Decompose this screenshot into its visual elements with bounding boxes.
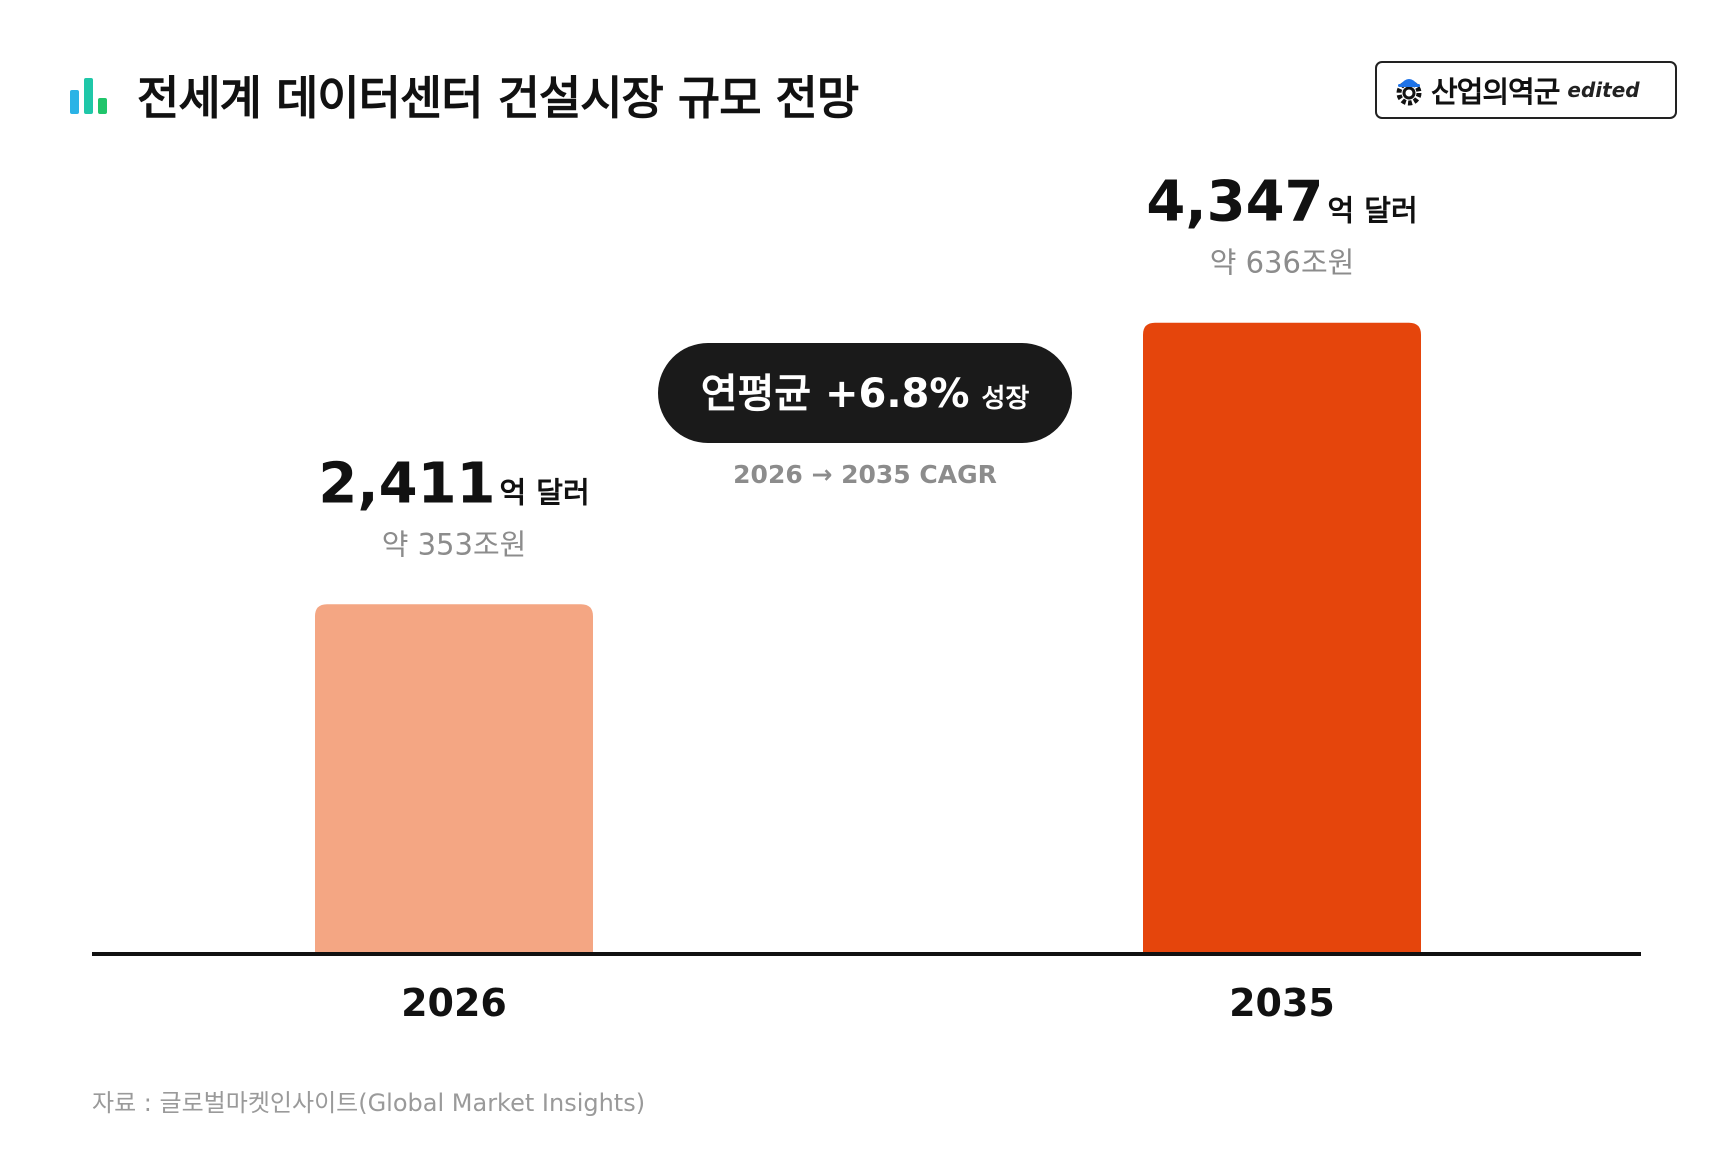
brand-badge: 산업의역군 edited: [1375, 61, 1677, 119]
x-tick-2026: 2026: [401, 981, 507, 1025]
sub-label-2026: 약 353조원: [382, 527, 527, 561]
source-note: 자료 : 글로벌마켓인사이트(Global Market Insights): [92, 1089, 646, 1117]
page-title: 전세계 데이터센터 건설시장 규모 전망: [137, 71, 859, 125]
sub-label-2035: 약 636조원: [1210, 246, 1355, 280]
bar-2035: [1143, 322, 1421, 955]
brand-tag: edited: [1567, 78, 1640, 102]
value-label-2035: 4,347 억 달러: [1146, 170, 1417, 235]
value-label-2026: 2,411 억 달러: [318, 451, 589, 516]
brand-name: 산업의역군: [1431, 75, 1560, 109]
bar-chart-icon: [70, 78, 112, 114]
x-tick-2035: 2035: [1229, 981, 1335, 1025]
cagr-caption: 2026 → 2035 CAGR: [733, 460, 997, 489]
hardhat-gear-icon: [1396, 79, 1422, 106]
bar-2026: [315, 604, 593, 955]
cagr-callout-pill: [658, 343, 1072, 443]
cagr-callout-text: 연평균 +6.8% 성장: [701, 371, 1030, 417]
